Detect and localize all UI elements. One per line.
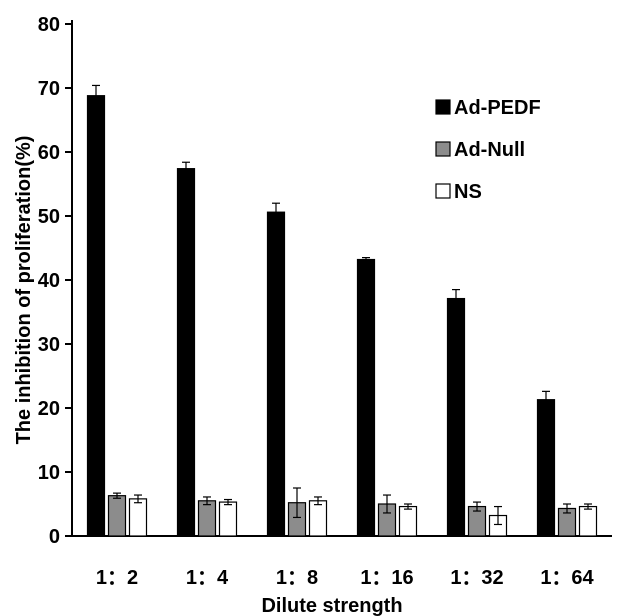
bar-ns <box>398 505 418 537</box>
y-tick-label: 80 <box>38 14 60 36</box>
legend-label-ad-pedf: Ad-PEDF <box>454 97 541 119</box>
bar-ad-pedf <box>356 258 376 537</box>
x-tick-label: 1：64 <box>540 567 594 589</box>
x-tick-label: 1：8 <box>276 567 318 589</box>
legend: Ad-PEDF Ad-Null NS <box>435 97 541 203</box>
bar-ad-pedf <box>536 399 556 537</box>
y-tick-label: 30 <box>38 334 60 356</box>
bar-ad-pedf <box>446 297 466 537</box>
bar-ad-pedf <box>266 211 286 537</box>
legend-swatch-ad-pedf <box>435 99 451 115</box>
x-tick-label: 1：16 <box>360 567 413 589</box>
x-tick-label: 1：2 <box>96 567 138 589</box>
bars-layer <box>86 95 598 537</box>
x-tick-label: 1：32 <box>450 567 503 589</box>
x-axis-title: Dilute strength <box>261 595 402 616</box>
bar-ad-null <box>197 500 217 537</box>
labels-layer: 1：2 1：4 1：8 1：16 1：32 1：64 Dilute strength The … <box>13 136 595 616</box>
legend-swatch-ad-null <box>435 141 451 157</box>
y-tick-label: 50 <box>38 206 60 228</box>
bar-ns <box>218 501 238 537</box>
error-bars-layer <box>92 84 592 526</box>
y-tick-label: 10 <box>38 462 60 484</box>
y-axis-title: The inhibition of proliferation(%) <box>13 136 35 445</box>
bar-ad-pedf <box>176 168 196 537</box>
axes-layer: 0 10 20 30 40 50 60 70 80 <box>38 14 612 548</box>
y-tick-label: 60 <box>38 142 60 164</box>
legend-label-ns: NS <box>454 181 482 203</box>
bar-ns <box>578 505 598 537</box>
legend-label-ad-null: Ad-Null <box>454 139 525 161</box>
bar-ns <box>308 500 328 537</box>
y-tick-label: 0 <box>49 526 60 548</box>
y-tick-label: 20 <box>38 398 60 420</box>
bar-ad-pedf <box>86 95 106 537</box>
y-tick-label: 40 <box>38 270 60 292</box>
bar-ad-null <box>107 495 127 537</box>
legend-swatch-ns <box>435 183 451 199</box>
x-tick-label: 1：4 <box>186 567 229 589</box>
y-tick-label: 70 <box>38 78 60 100</box>
bar-ns <box>128 498 148 537</box>
